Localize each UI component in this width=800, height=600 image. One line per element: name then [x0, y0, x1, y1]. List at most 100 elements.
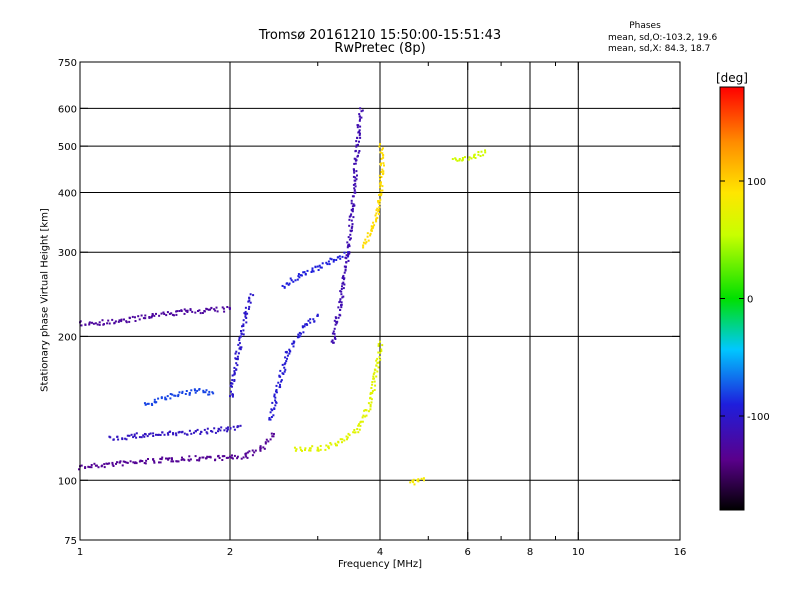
data-point — [329, 442, 332, 444]
data-point — [355, 170, 358, 173]
data-point — [128, 434, 131, 437]
axis-ticks: 1 2 4 6 8 10 16 75 100 200 300 400 500 600 750 — [58, 58, 686, 558]
data-point — [344, 268, 347, 271]
data-point — [221, 459, 224, 461]
data-point — [92, 322, 95, 325]
data-point — [377, 210, 380, 213]
data-point — [331, 332, 334, 335]
data-point — [178, 310, 181, 312]
data-point — [158, 461, 160, 464]
data-point — [198, 309, 201, 312]
data-point — [306, 269, 309, 272]
data-point — [317, 448, 320, 451]
data-point — [94, 322, 97, 325]
data-point — [358, 428, 361, 431]
chart-subtitle: RwPretec (8p) — [334, 41, 426, 56]
data-point — [375, 220, 378, 223]
data-point — [128, 320, 131, 323]
data-point — [367, 239, 370, 242]
data-point — [376, 216, 379, 219]
data-point — [234, 352, 237, 355]
data-point — [189, 458, 192, 461]
data-point — [351, 208, 354, 210]
data-point — [353, 157, 356, 160]
data-point — [352, 195, 355, 198]
data-point — [166, 457, 169, 460]
data-point — [380, 157, 383, 160]
data-point — [347, 259, 350, 262]
data-point — [360, 116, 363, 119]
data-point — [269, 418, 272, 421]
data-point — [335, 322, 338, 325]
data-point — [259, 448, 262, 451]
data-point — [369, 393, 372, 395]
data-point — [300, 274, 303, 277]
data-point — [369, 403, 372, 406]
x-axis-label: Frequency [MHz] — [337, 559, 423, 570]
data-point — [270, 416, 273, 418]
data-point — [249, 301, 252, 304]
data-point — [417, 480, 420, 483]
data-point — [309, 449, 312, 452]
data-point — [230, 382, 233, 385]
data-point — [416, 479, 419, 482]
data-point — [78, 468, 80, 471]
data-point — [268, 418, 271, 421]
data-point — [309, 318, 312, 321]
data-point — [355, 145, 358, 148]
data-point — [231, 454, 233, 457]
data-point — [352, 203, 355, 206]
data-point — [146, 435, 149, 438]
data-point — [303, 271, 306, 274]
data-point — [379, 183, 382, 186]
data-point — [210, 430, 213, 432]
data-point — [244, 310, 247, 313]
data-point — [341, 441, 343, 444]
data-point — [375, 359, 378, 362]
data-point — [245, 452, 248, 455]
x-tick-label: 1 — [77, 547, 83, 558]
data-point — [242, 319, 245, 322]
data-point — [347, 252, 350, 255]
data-point — [116, 461, 118, 464]
data-point — [222, 307, 225, 310]
data-point — [84, 467, 87, 469]
data-point — [340, 293, 343, 296]
data-point — [373, 377, 375, 380]
data-point — [317, 449, 320, 452]
data-point — [362, 246, 365, 249]
data-point — [121, 438, 124, 441]
data-point — [364, 415, 367, 418]
data-point — [294, 449, 297, 452]
data-point — [339, 257, 342, 260]
data-point — [379, 181, 382, 184]
data-point — [367, 410, 370, 413]
data-point — [248, 299, 251, 302]
data-point — [254, 449, 257, 452]
data-point — [311, 269, 314, 272]
data-point — [352, 431, 355, 434]
data-point — [330, 340, 333, 343]
data-point — [316, 313, 319, 316]
data-point — [366, 232, 369, 235]
data-point — [140, 436, 143, 439]
data-point — [112, 465, 115, 467]
data-point — [333, 332, 336, 335]
data-point — [215, 306, 218, 309]
data-point — [302, 331, 305, 334]
data-point — [379, 164, 382, 167]
data-point — [177, 395, 180, 398]
data-point — [165, 457, 167, 460]
data-point — [170, 312, 173, 315]
data-point — [245, 455, 248, 458]
data-point — [358, 423, 360, 426]
data-point — [188, 459, 191, 462]
data-point — [308, 449, 311, 452]
data-point — [325, 261, 328, 264]
data-point — [198, 458, 201, 461]
data-point — [123, 318, 125, 321]
data-point — [116, 435, 119, 438]
data-point — [348, 218, 351, 221]
data-point — [355, 140, 358, 143]
data-point — [168, 312, 171, 315]
